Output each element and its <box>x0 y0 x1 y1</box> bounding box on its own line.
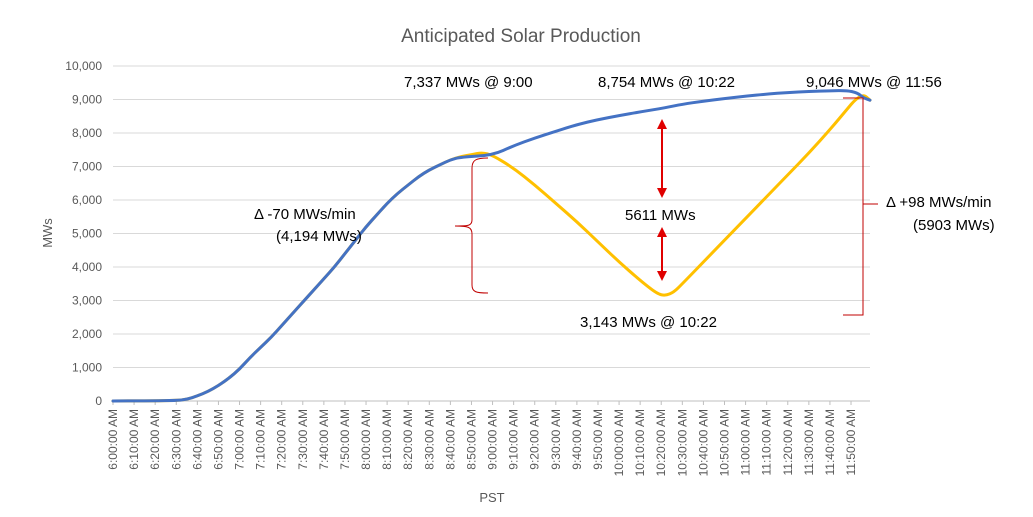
x-tick-label: 8:50:00 AM <box>464 409 478 470</box>
x-tick-label: 6:50:00 AM <box>211 409 225 470</box>
x-axis-ticks: 6:00:00 AM 6:10:00 AM 6:20:00 AM 6:30:00 AM… <box>106 401 858 476</box>
x-tick-label: 6:40:00 AM <box>190 409 204 470</box>
x-tick-label: 11:40:00 AM <box>823 409 837 476</box>
x-tick-label: 7:20:00 AM <box>275 409 289 470</box>
x-tick-label: 11:00:00 AM <box>739 409 753 476</box>
y-tick-label: 1,000 <box>72 361 102 375</box>
x-tick-label: 10:40:00 AM <box>696 409 710 476</box>
x-tick-label: 10:30:00 AM <box>675 409 689 476</box>
ramp-up-bracket <box>843 97 878 316</box>
annotation-gap: 5611 MWs <box>625 207 696 224</box>
annotation-ramp-down-rate: Δ -70 MWs/min <box>254 206 356 223</box>
y-tick-label: 9,000 <box>72 93 102 107</box>
y-tick-label: 7,000 <box>72 160 102 174</box>
x-tick-label: 6:10:00 AM <box>127 409 141 470</box>
x-tick-label: 6:00:00 AM <box>106 409 120 470</box>
x-tick-label: 7:10:00 AM <box>254 409 268 470</box>
x-tick-label: 9:50:00 AM <box>591 409 605 470</box>
x-tick-label: 8:00:00 AM <box>359 409 373 470</box>
y-tick-label: 8,000 <box>72 126 102 140</box>
x-tick-label: 8:10:00 AM <box>380 409 394 470</box>
x-tick-label: 9:20:00 AM <box>528 409 542 470</box>
x-tick-label: 11:20:00 AM <box>781 409 795 476</box>
y-tick-label: 10,000 <box>65 59 102 73</box>
x-tick-label: 8:40:00 AM <box>443 409 457 470</box>
x-tick-label: 11:50:00 AM <box>844 409 858 476</box>
x-tick-label: 7:30:00 AM <box>296 409 310 470</box>
y-tick-label: 3,000 <box>72 294 102 308</box>
series-line-blue <box>111 89 872 403</box>
x-tick-label: 6:20:00 AM <box>148 409 162 470</box>
annotation-peak-10-22: 8,754 MWs @ 10:22 <box>598 74 735 91</box>
x-tick-label: 8:20:00 AM <box>401 409 415 470</box>
series-group <box>111 89 872 403</box>
chart-title: Anticipated Solar Production <box>401 26 641 47</box>
x-axis-title: PST <box>479 490 504 505</box>
y-tick-label: 5,000 <box>72 227 102 241</box>
ramp-down-brace <box>454 157 489 294</box>
x-tick-label: 10:10:00 AM <box>633 409 647 476</box>
series-line-yellow <box>111 94 872 403</box>
y-tick-label: 4,000 <box>72 260 102 274</box>
y-axis-ticks: 0 1,000 2,000 3,000 4,000 5,000 6,000 7,000 8,00… <box>65 59 102 408</box>
x-tick-label: 9:30:00 AM <box>549 409 563 470</box>
annotation-peak-11-56: 9,046 MWs @ 11:56 <box>806 74 942 91</box>
x-tick-label: 9:00:00 AM <box>486 409 500 470</box>
annotations: 7,337 MWs @ 9:00 8,754 MWs @ 10:22 9,046… <box>254 74 995 331</box>
annotation-peak-9-00: 7,337 MWs @ 9:00 <box>404 74 533 91</box>
x-tick-label: 10:50:00 AM <box>718 409 732 476</box>
annotation-ramp-up-total: (5903 MWs) <box>913 217 995 234</box>
x-tick-label: 11:10:00 AM <box>760 409 774 476</box>
x-tick-label: 7:00:00 AM <box>233 409 247 470</box>
annotation-ramp-down-total: (4,194 MWs) <box>276 228 362 245</box>
x-tick-label: 8:30:00 AM <box>422 409 436 470</box>
x-tick-label: 10:20:00 AM <box>654 409 668 476</box>
x-tick-label: 10:00:00 AM <box>612 409 626 476</box>
x-tick-label: 6:30:00 AM <box>169 409 183 470</box>
x-tick-label: 9:10:00 AM <box>507 409 521 470</box>
y-tick-label: 0 <box>95 394 102 408</box>
x-tick-label: 9:40:00 AM <box>570 409 584 470</box>
x-tick-label: 7:50:00 AM <box>338 409 352 470</box>
annotation-ramp-up-rate: Δ +98 MWs/min <box>886 194 991 211</box>
gridlines <box>113 65 870 368</box>
annotation-trough: 3,143 MWs @ 10:22 <box>580 314 717 331</box>
y-axis-title: MWs <box>40 218 55 248</box>
x-tick-label: 11:30:00 AM <box>802 409 816 476</box>
y-tick-label: 6,000 <box>72 193 102 207</box>
y-tick-label: 2,000 <box>72 327 102 341</box>
x-tick-label: 7:40:00 AM <box>317 409 331 470</box>
